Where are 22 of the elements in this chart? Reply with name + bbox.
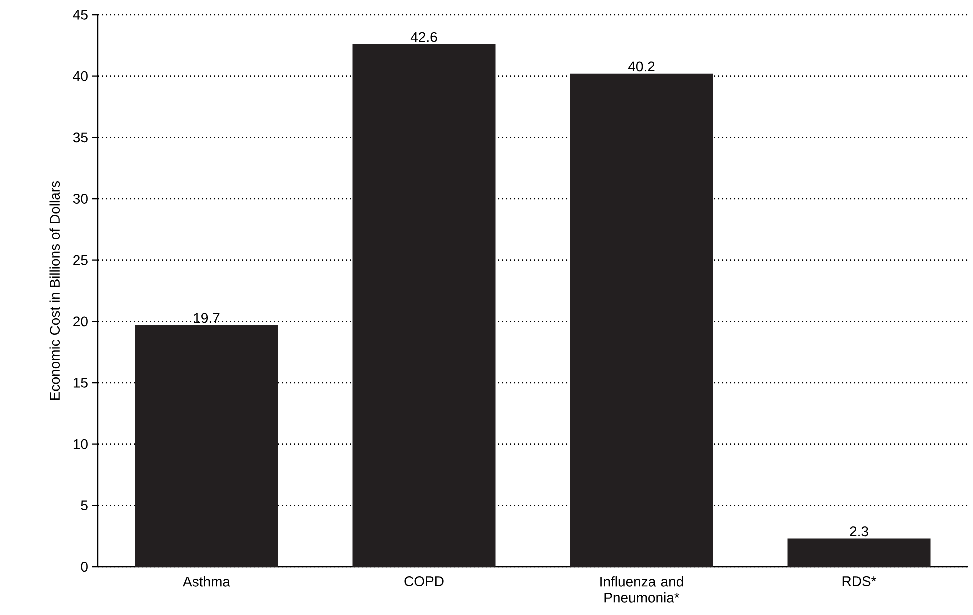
bar bbox=[788, 538, 931, 567]
y-tick-label: 35 bbox=[73, 132, 88, 143]
y-tick-label: 25 bbox=[74, 255, 88, 266]
data-label: 42.6 bbox=[410, 32, 438, 42]
y-tick-label: 40 bbox=[73, 71, 88, 82]
y-tick-label: 15 bbox=[74, 378, 88, 388]
y-tick-label: 5 bbox=[81, 500, 88, 511]
x-tick-label: Asthma bbox=[183, 576, 230, 587]
y-tick-label: 10 bbox=[74, 439, 88, 450]
y-tick-label: 30 bbox=[73, 194, 88, 204]
x-tick-label: COPD bbox=[404, 576, 444, 586]
y-tick-label: 0 bbox=[81, 562, 88, 572]
data-label: 40.2 bbox=[628, 62, 655, 72]
x-tick-label: RDS* bbox=[842, 576, 877, 586]
bar bbox=[570, 74, 714, 567]
bar bbox=[135, 325, 278, 567]
x-tick-label: Influenza and Pneumonia* bbox=[600, 576, 684, 603]
y-axis-title: Economic Cost in Billions of Dollars bbox=[50, 181, 60, 400]
data-label: 2.3 bbox=[850, 526, 868, 537]
y-tick-label: 45 bbox=[73, 10, 88, 20]
bar bbox=[352, 44, 496, 567]
y-tick-label: 20 bbox=[74, 316, 88, 327]
